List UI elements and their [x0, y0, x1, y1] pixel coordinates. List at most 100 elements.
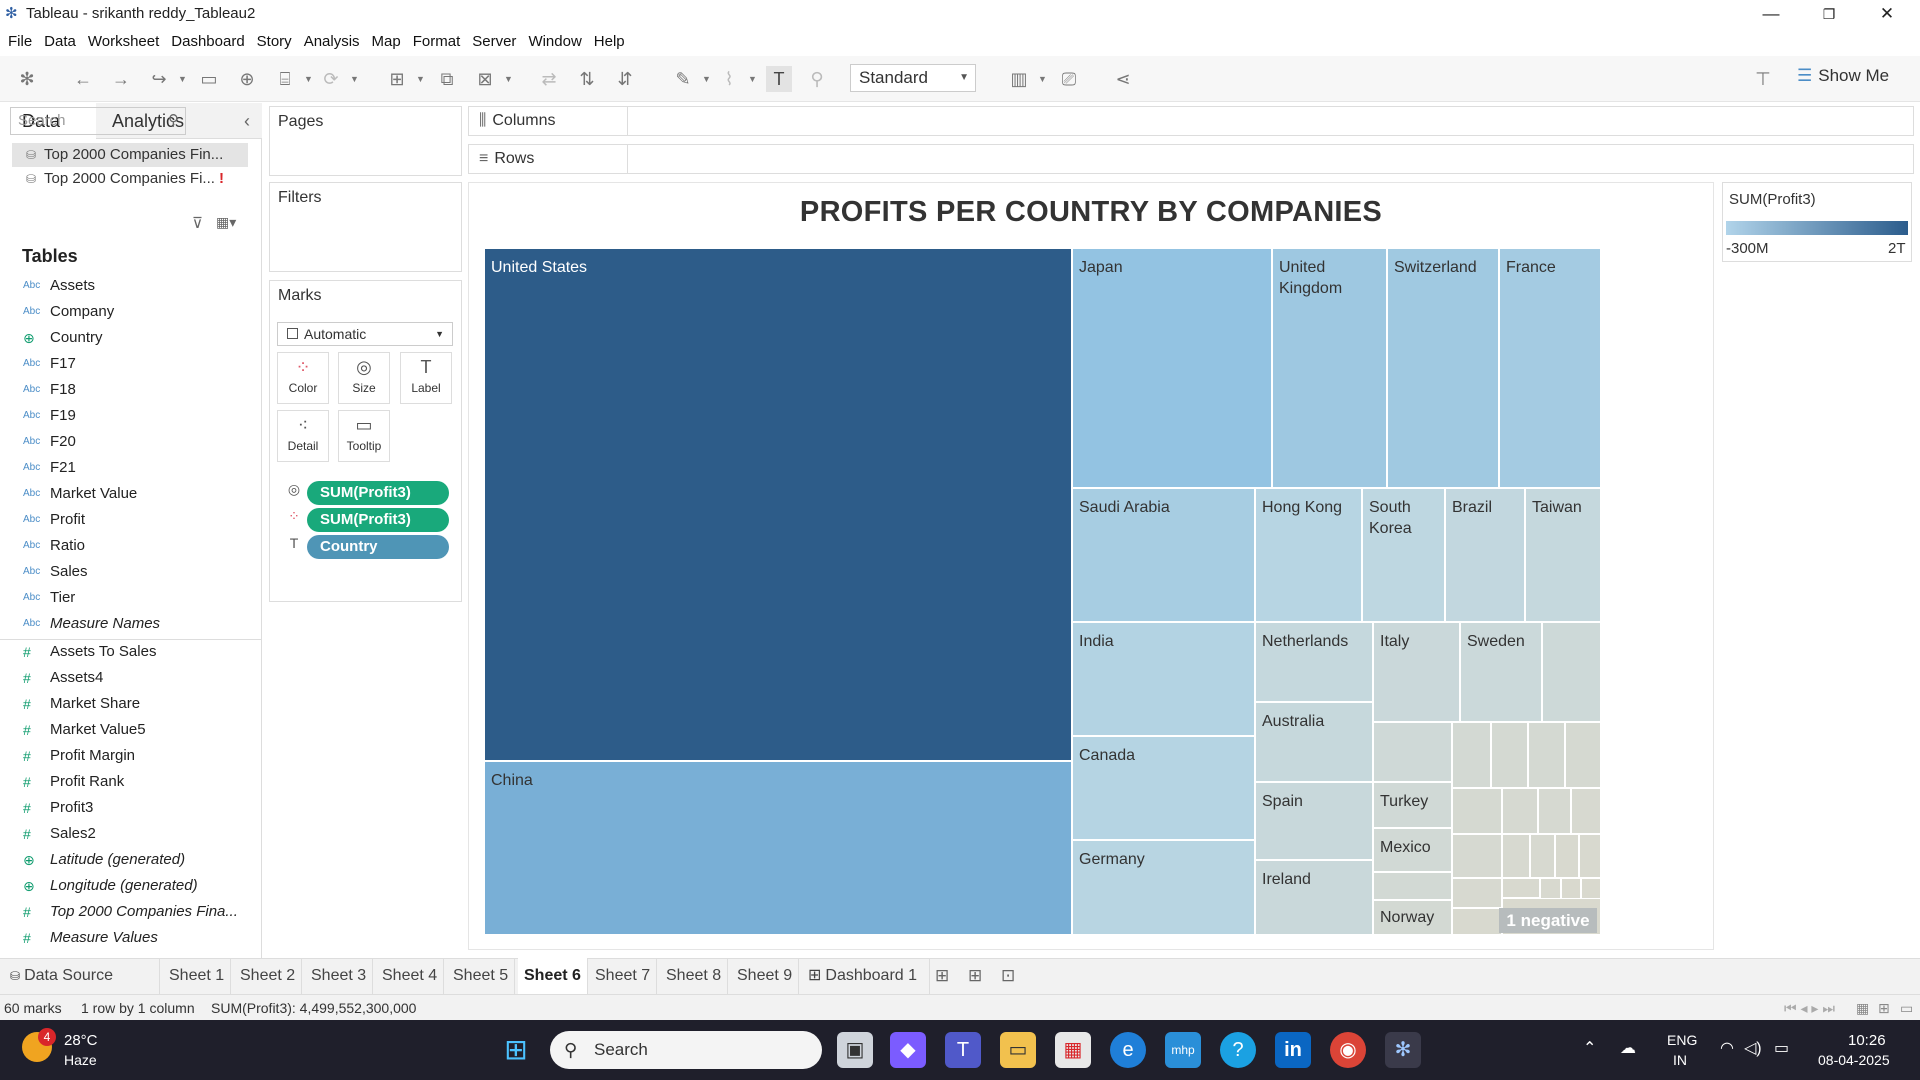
lang-label[interactable]: ENG [1667, 1032, 1698, 1048]
tab-data[interactable]: Data [0, 103, 96, 139]
size-button[interactable]: ◎ Size [338, 352, 390, 404]
treemap-cell[interactable] [1452, 834, 1502, 878]
menu-data[interactable]: Data [44, 33, 76, 50]
cloud-icon[interactable]: ☁ [1620, 1040, 1636, 1057]
cards-dropdown-icon[interactable]: ▼ [1038, 74, 1047, 84]
battery-icon[interactable]: ▭ [1774, 1040, 1790, 1057]
treemap-cell[interactable]: Hong Kong [1255, 488, 1362, 622]
treemap-cell[interactable]: Saudi Arabia [1072, 488, 1255, 622]
treemap-cell[interactable]: Sweden [1460, 622, 1542, 722]
show-mark-labels-icon[interactable]: T [766, 66, 792, 92]
menu-format[interactable]: Format [412, 33, 461, 50]
tab-sheet-7[interactable]: Sheet 7 [589, 958, 658, 994]
treemap-cell[interactable] [1571, 788, 1601, 834]
tray-chevron-icon[interactable]: ⌃ [1583, 1040, 1597, 1057]
treemap-cell[interactable]: Canada [1072, 736, 1255, 840]
treemap-cell[interactable]: China [484, 761, 1072, 935]
menu-map[interactable]: Map [371, 33, 401, 50]
data-source-1[interactable]: ⛁ Top 2000 Companies Fin... [12, 143, 248, 167]
treemap-cell[interactable] [1452, 788, 1502, 834]
treemap-cell[interactable]: Ireland [1255, 860, 1373, 935]
region-label[interactable]: IN [1673, 1052, 1687, 1068]
treemap-cell[interactable] [1528, 722, 1565, 788]
treemap-cell[interactable] [1538, 788, 1571, 834]
restore-button[interactable]: ❐ [1822, 6, 1836, 22]
treemap-cell[interactable] [1555, 834, 1579, 878]
field-item[interactable]: ⊕ Longitude (generated) [0, 873, 262, 899]
treemap-cell[interactable] [1502, 834, 1530, 878]
menu-analysis[interactable]: Analysis [303, 33, 360, 50]
columns-shelf[interactable]: ⫼ Columns [468, 106, 1914, 136]
field-item[interactable]: # Market Value5 [0, 717, 262, 743]
clock-time[interactable]: 10:26 [1848, 1032, 1886, 1049]
tab-dashboard-1[interactable]: ⊞ Dashboard 1 [802, 958, 930, 994]
field-item[interactable]: ⊕ Latitude (generated) [0, 847, 262, 873]
app-icon[interactable]: mhp [1165, 1032, 1201, 1068]
show-me-button[interactable]: ☰ Show Me [1797, 66, 1889, 86]
pages-card[interactable]: Pages [269, 106, 462, 176]
field-item[interactable]: # Profit3 [0, 795, 262, 821]
filter-fields-icon[interactable]: ⊽ [192, 215, 203, 232]
chrome-icon[interactable]: ◉ [1330, 1032, 1366, 1068]
linkedin-icon[interactable]: in [1275, 1032, 1311, 1068]
field-item[interactable]: Abc Sales [0, 559, 262, 585]
menu-story[interactable]: Story [256, 33, 292, 50]
treemap-cell[interactable]: Turkey [1373, 782, 1452, 828]
save-icon[interactable]: ▭ [200, 69, 218, 89]
close-button[interactable]: ✕ [1879, 4, 1895, 23]
color-button[interactable]: ⁘ Color [277, 352, 329, 404]
tab-sheet-6[interactable]: Sheet 6 [518, 958, 588, 994]
tableau-logo-icon[interactable]: ✻ [19, 69, 35, 89]
swap-rows-columns-icon[interactable]: ⇄ [541, 69, 557, 89]
teams-icon[interactable]: T [945, 1032, 981, 1068]
new-data-source-icon[interactable]: ⊕ [239, 69, 255, 89]
treemap-cell[interactable] [1502, 878, 1540, 898]
treemap-cell[interactable] [1565, 722, 1601, 788]
collapse-pane-icon[interactable]: ‹ [244, 111, 250, 131]
treemap-cell[interactable]: Taiwan [1525, 488, 1601, 622]
group-dropdown-icon[interactable]: ▼ [748, 74, 757, 84]
sort-ascending-icon[interactable]: ⇅ [579, 69, 595, 89]
refresh-dropdown-icon[interactable]: ▼ [350, 74, 359, 84]
treemap-cell[interactable]: Australia [1255, 702, 1373, 782]
menu-dashboard[interactable]: Dashboard [171, 33, 245, 50]
start-icon[interactable]: ⊞ [504, 1034, 528, 1065]
field-item[interactable]: Abc F20 [0, 429, 262, 455]
group-members-icon[interactable]: ⌇ [724, 69, 734, 89]
treemap[interactable]: United States China Japan United Kingdom… [484, 248, 1601, 935]
help-icon[interactable]: ? [1220, 1032, 1256, 1068]
field-item[interactable]: # Profit Rank [0, 769, 262, 795]
sort-descending-icon[interactable]: ⇵ [617, 69, 633, 89]
treemap-cell[interactable]: Norway [1373, 900, 1452, 935]
treemap-cell[interactable] [1579, 834, 1601, 878]
sheet-nav-icon[interactable]: ⏮ ◂ ▸ ⏭ [1784, 1000, 1835, 1016]
wifi-icon[interactable]: ◠ [1720, 1040, 1734, 1057]
task-view-icon[interactable]: ▣ [837, 1032, 873, 1068]
field-item[interactable]: Abc Tier [0, 585, 262, 611]
presentation-mode-icon[interactable]: ⎚ [1061, 69, 1077, 89]
field-item[interactable]: # Top 2000 Companies Fina... [0, 899, 262, 925]
menu-help[interactable]: Help [593, 33, 625, 50]
rows-shelf[interactable]: ≡ Rows [468, 144, 1914, 174]
treemap-cell[interactable] [1542, 622, 1601, 722]
treemap-cell[interactable]: France [1499, 248, 1601, 488]
data-source-2[interactable]: ⛁ Top 2000 Companies Fi...! [12, 167, 248, 191]
treemap-cell[interactable]: Italy [1373, 622, 1460, 722]
tab-sheet-5[interactable]: Sheet 5 [447, 958, 516, 994]
field-item[interactable]: Abc F18 [0, 377, 262, 403]
filmstrip-icon[interactable]: ⊞ [1878, 1000, 1890, 1016]
field-item[interactable]: Abc Assets [0, 273, 262, 299]
treemap-cell[interactable] [1502, 788, 1538, 834]
field-item[interactable]: # Assets To Sales [0, 639, 262, 665]
treemap-cell[interactable] [1452, 722, 1491, 788]
new-worksheet-icon[interactable]: ⊞ [389, 69, 405, 89]
tab-sheet-1[interactable]: Sheet 1 [163, 958, 232, 994]
treemap-cell[interactable]: Mexico [1373, 828, 1452, 872]
tab-sheet-8[interactable]: Sheet 8 [660, 958, 729, 994]
new-worksheet-dropdown-icon[interactable]: ▼ [416, 74, 425, 84]
undo-icon[interactable]: ← [74, 69, 92, 89]
redo-icon[interactable]: → [112, 69, 130, 89]
treemap-cell[interactable] [1452, 878, 1502, 908]
treemap-cell[interactable] [1452, 908, 1502, 935]
field-item[interactable]: Abc F19 [0, 403, 262, 429]
